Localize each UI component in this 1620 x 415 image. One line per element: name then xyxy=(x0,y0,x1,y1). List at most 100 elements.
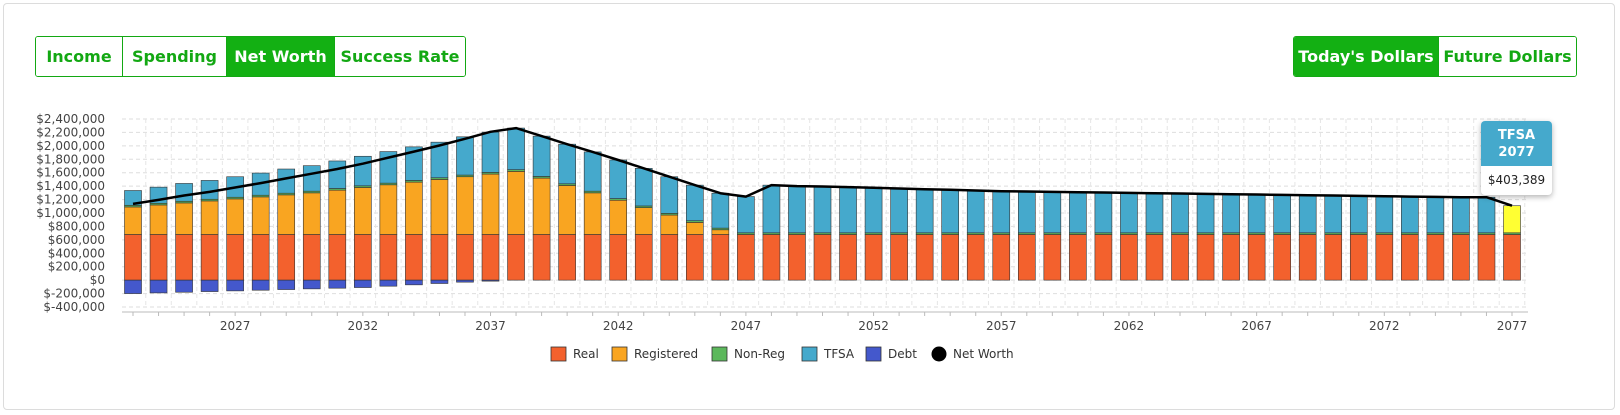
bar-segment-tfsa-2062 xyxy=(1120,192,1138,234)
bar-segment-tfsa-2058 xyxy=(1017,191,1036,234)
bar-segment-registered-2034 xyxy=(405,181,423,235)
tooltip-series: TFSA xyxy=(1497,128,1536,143)
todays-dollars-button[interactable]: Today's Dollars xyxy=(1294,37,1439,76)
bar-segment-tfsa-2044 xyxy=(660,176,679,214)
bar-segment-real-2027 xyxy=(226,234,244,281)
bar-segment-real-2062 xyxy=(1120,234,1138,281)
x-tick-label: 2037 xyxy=(475,319,506,333)
bar-segment-real-2050 xyxy=(813,234,832,281)
bar-segment-registered-2023 xyxy=(124,206,142,235)
bar-segment-real-2049 xyxy=(788,234,806,281)
bar-segment-real-2061 xyxy=(1094,234,1113,281)
y-tick-label: $-200,000 xyxy=(43,287,105,301)
bar-segment-tfsa-2045 xyxy=(686,184,704,222)
bar-segment-tfsa-2053 xyxy=(890,188,908,234)
x-tick-label: 2062 xyxy=(1114,319,1145,333)
bar-segment-real-2057 xyxy=(992,234,1011,281)
bar-segment-real-2073 xyxy=(1401,234,1419,281)
bar-segment-tfsa-2049 xyxy=(788,185,806,234)
bar-segment-real-2038 xyxy=(507,234,525,281)
bar-segment-real-2045 xyxy=(686,234,704,281)
bar-segment-tfsa-2063 xyxy=(1145,192,1164,234)
bar-segment-real-2071 xyxy=(1349,234,1368,281)
legend-marker-net-worth xyxy=(931,346,947,362)
x-tick-label: 2042 xyxy=(603,319,634,333)
bar-segment-registered-2030 xyxy=(302,192,321,235)
bar-segment-tfsa-2067 xyxy=(1247,194,1266,234)
bar-segment-registered-2039 xyxy=(532,177,551,235)
bar-segment-tfsa-2068 xyxy=(1273,194,1291,234)
y-tick-label: $-400,000 xyxy=(43,300,105,314)
bar-segment-tfsa-2066 xyxy=(1222,193,1240,234)
tab-net-worth[interactable]: Net Worth xyxy=(227,37,335,76)
bar-segment-tfsa-2039 xyxy=(532,135,551,177)
bar-segment-tfsa-2043 xyxy=(634,168,653,207)
bar-segment-real-2029 xyxy=(277,234,296,281)
bar-segment-registered-2041 xyxy=(583,192,602,235)
legend-label-debt: Debt xyxy=(888,347,917,361)
bar-segment-tfsa-2076 xyxy=(1477,196,1496,234)
bar-segment-tfsa-2030 xyxy=(302,165,321,192)
y-tick-label: $1,400,000 xyxy=(36,179,105,193)
tooltip-value: $403,389 xyxy=(1487,173,1546,187)
bar-segment-tfsa-2050 xyxy=(813,186,832,234)
bar-segment-real-2047 xyxy=(737,234,755,281)
bar-segment-tfsa-2075 xyxy=(1452,196,1470,234)
x-tick-label: 2057 xyxy=(986,319,1017,333)
bar-segment-debt-2036 xyxy=(456,279,474,283)
legend-label-tfsa: TFSA xyxy=(823,347,855,361)
bar-segment-tfsa-2047 xyxy=(737,196,755,234)
bar-segment-real-2066 xyxy=(1222,234,1240,281)
tab-spending[interactable]: Spending xyxy=(123,37,227,76)
future-dollars-button[interactable]: Future Dollars xyxy=(1439,37,1576,76)
bar-segment-tfsa-2042 xyxy=(609,159,628,199)
bar-segment-real-2068 xyxy=(1273,234,1291,281)
bar-segment-real-2046 xyxy=(711,234,730,281)
bar-segment-tfsa-2071 xyxy=(1349,195,1368,234)
bar-segment-tfsa-2038 xyxy=(507,127,525,170)
bar-segment-real-2043 xyxy=(634,234,653,281)
bar-segment-tfsa-2032 xyxy=(354,155,372,187)
y-tick-label: $600,000 xyxy=(48,233,105,247)
bar-segment-tfsa-2073 xyxy=(1401,196,1419,234)
bar-segment-registered-2033 xyxy=(379,184,398,235)
bar-segment-tfsa-2056 xyxy=(966,190,985,234)
bar-segment-real-2041 xyxy=(583,234,602,281)
bar-segment-real-2051 xyxy=(839,234,857,281)
y-tick-label: $0 xyxy=(90,273,105,287)
bar-segment-registered-2028 xyxy=(251,196,270,235)
bar-segment-real-2063 xyxy=(1145,234,1164,281)
bar-segment-registered-2025 xyxy=(175,202,193,235)
y-tick-label: $1,200,000 xyxy=(36,193,105,207)
y-tick-label: $1,000,000 xyxy=(36,206,105,220)
bar-segment-real-2044 xyxy=(660,234,679,281)
bar-segment-real-2052 xyxy=(864,234,883,281)
bar-segment-real-2075 xyxy=(1452,234,1470,281)
x-tick-label: 2067 xyxy=(1241,319,1272,333)
bar-segment-registered-2026 xyxy=(200,200,219,235)
y-tick-label: $1,800,000 xyxy=(36,152,105,166)
y-tick-label: $1,600,000 xyxy=(36,166,105,180)
bar-segment-tfsa-2074 xyxy=(1426,196,1445,234)
legend-label-registered: Registered xyxy=(634,347,698,361)
bar-segment-real-2034 xyxy=(405,234,423,281)
bar-segment-tfsa-2077 xyxy=(1503,205,1521,234)
x-tick-label: 2032 xyxy=(348,319,379,333)
tab-success-rate[interactable]: Success Rate xyxy=(335,37,465,76)
bar-segment-tfsa-2034 xyxy=(405,146,423,181)
bar-segment-tfsa-2037 xyxy=(481,131,500,173)
bar-segment-tfsa-2054 xyxy=(915,188,934,234)
bar-segment-real-2069 xyxy=(1298,234,1317,281)
bar-segment-tfsa-2057 xyxy=(992,190,1011,234)
y-tick-label: $2,400,000 xyxy=(36,112,105,126)
bar-segment-real-2067 xyxy=(1247,234,1266,281)
bar-segment-real-2025 xyxy=(175,234,193,281)
chart-tooltip: TFSA 2077 $403,389 xyxy=(1481,121,1552,195)
y-tick-label: $2,000,000 xyxy=(36,139,105,153)
bar-segment-registered-2031 xyxy=(328,189,347,235)
bar-segment-real-2028 xyxy=(251,234,270,281)
view-tabs: Income Spending Net Worth Success Rate xyxy=(35,36,466,77)
bar-segment-real-2060 xyxy=(1069,234,1087,281)
bar-segment-real-2065 xyxy=(1196,234,1215,281)
tab-income[interactable]: Income xyxy=(36,37,123,76)
